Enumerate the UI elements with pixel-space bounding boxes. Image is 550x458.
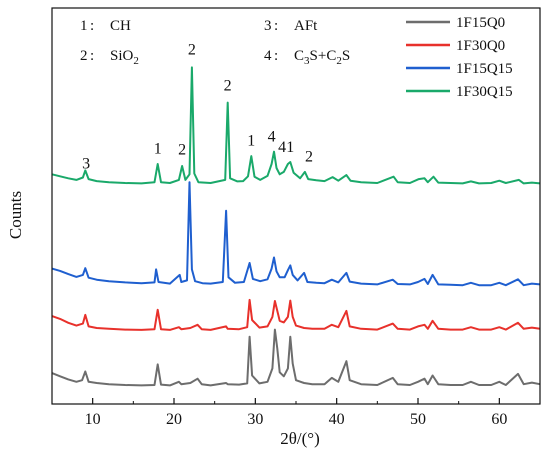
phase-key-sep: : [90, 48, 94, 64]
legend: 1F15Q0 1F30Q0 1F15Q15 1F30Q15 [406, 15, 513, 100]
peak-label: 2 [224, 77, 232, 94]
x-tick-label: 20 [166, 411, 182, 428]
phase-key-item-3: 3 : AFt [264, 18, 318, 34]
phase-key-phase: AFt [294, 18, 318, 34]
phase-key-phase-c3s-c2s: C3S+C2S [294, 48, 350, 67]
legend-item-1F15Q15: 1F15Q15 [406, 61, 513, 77]
series-layer [51, 66, 541, 387]
peak-label: 4 [278, 139, 286, 156]
phase-key-number: 3 [264, 18, 272, 34]
x-axis-ticks: 10 20 30 40 50 60 [85, 398, 507, 428]
phase-key-sep: : [274, 18, 278, 34]
peak-label: 4 [268, 128, 276, 145]
legend-item-1F30Q0: 1F30Q0 [406, 38, 505, 54]
phase-key-sep: : [90, 18, 94, 34]
phase-key-item-1: 1 : CH [80, 18, 131, 34]
legend-label: 1F30Q15 [456, 84, 513, 100]
phase-key-item-2: 2 : SiO2 [80, 48, 139, 67]
peak-label: 2 [305, 149, 313, 166]
legend-item-1F15Q0: 1F15Q0 [406, 15, 505, 31]
phase-key-phase-sio2: SiO2 [110, 48, 139, 67]
peak-label: 1 [247, 132, 255, 149]
legend-item-1F30Q15: 1F30Q15 [406, 84, 513, 100]
phase-key-phase: CH [110, 18, 131, 34]
peak-label: 2 [178, 142, 186, 159]
phase-key-sep: : [274, 48, 278, 64]
x-tick-label: 10 [85, 411, 101, 428]
x-tick-label: 50 [410, 411, 426, 428]
peak-label: 1 [154, 141, 162, 158]
series-line-1F30Q0 [51, 298, 541, 331]
x-axis-title: 2θ/(°) [280, 429, 320, 448]
peak-label: 1 [286, 139, 294, 156]
peak-label: 3 [82, 155, 90, 172]
x-tick-label: 40 [329, 411, 345, 428]
peak-label: 2 [188, 42, 196, 59]
phase-key-number: 1 [80, 18, 88, 34]
x-tick-label: 60 [491, 411, 507, 428]
legend-label: 1F15Q15 [456, 61, 513, 77]
series-line-1F15Q15 [51, 181, 541, 287]
series-line-1F15Q0 [51, 328, 541, 387]
phase-key-number: 2 [80, 48, 88, 64]
legend-label: 1F15Q0 [456, 15, 505, 31]
y-axis-title: Counts [6, 191, 25, 239]
phase-key-item-4: 4 : C3S+C2S [264, 48, 350, 67]
legend-label: 1F30Q0 [456, 38, 505, 54]
phase-key-number: 4 [264, 48, 272, 64]
phase-key: 1 : CH 2 : SiO2 3 : AFt 4 : C3S+C2S [80, 18, 350, 67]
series-line-1F30Q15 [51, 66, 541, 185]
x-tick-label: 30 [247, 411, 263, 428]
